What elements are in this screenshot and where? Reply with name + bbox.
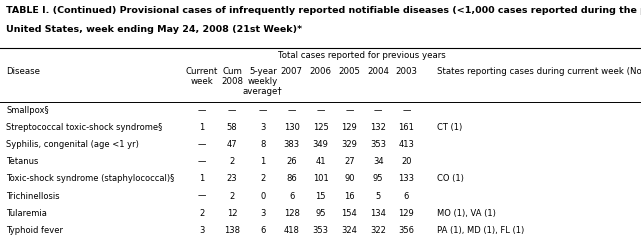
Text: 26: 26: [287, 157, 297, 166]
Text: 101: 101: [313, 174, 328, 183]
Text: —: —: [316, 106, 325, 115]
Text: 90: 90: [344, 174, 354, 183]
Text: 6: 6: [404, 192, 409, 201]
Text: 161: 161: [399, 123, 414, 132]
Text: 3: 3: [199, 226, 204, 235]
Text: —: —: [287, 106, 296, 115]
Text: 2005: 2005: [338, 67, 360, 76]
Text: —: —: [402, 106, 411, 115]
Text: Streptococcal toxic-shock syndrome§: Streptococcal toxic-shock syndrome§: [6, 123, 163, 132]
Text: 2: 2: [199, 209, 204, 218]
Text: 154: 154: [342, 209, 357, 218]
Text: 2: 2: [229, 192, 235, 201]
Text: 95: 95: [373, 174, 383, 183]
Text: —: —: [197, 140, 206, 149]
Text: 324: 324: [342, 226, 357, 235]
Text: 418: 418: [284, 226, 299, 235]
Text: Trichinellosis: Trichinellosis: [6, 192, 60, 201]
Text: 47: 47: [227, 140, 237, 149]
Text: Cum
2008: Cum 2008: [221, 67, 243, 86]
Text: 1: 1: [199, 174, 204, 183]
Text: 329: 329: [342, 140, 357, 149]
Text: 353: 353: [313, 226, 328, 235]
Text: —: —: [374, 106, 383, 115]
Text: 128: 128: [284, 209, 299, 218]
Text: 2004: 2004: [367, 67, 389, 76]
Text: 16: 16: [344, 192, 354, 201]
Text: 1: 1: [199, 123, 204, 132]
Text: 129: 129: [342, 123, 357, 132]
Text: 2007: 2007: [281, 67, 303, 76]
Text: Tularemia: Tularemia: [6, 209, 47, 218]
Text: 134: 134: [370, 209, 386, 218]
Text: 133: 133: [399, 174, 414, 183]
Text: 23: 23: [227, 174, 237, 183]
Text: 2003: 2003: [395, 67, 417, 76]
Text: 125: 125: [313, 123, 328, 132]
Text: 322: 322: [370, 226, 386, 235]
Text: 2006: 2006: [310, 67, 331, 76]
Text: 86: 86: [287, 174, 297, 183]
Text: States reporting cases during current week (No.): States reporting cases during current we…: [437, 67, 641, 76]
Text: 2: 2: [229, 157, 235, 166]
Text: 349: 349: [313, 140, 328, 149]
Text: —: —: [228, 106, 237, 115]
Text: Typhoid fever: Typhoid fever: [6, 226, 63, 235]
Text: 2: 2: [260, 174, 265, 183]
Text: 383: 383: [283, 140, 300, 149]
Text: Syphilis, congenital (age <1 yr): Syphilis, congenital (age <1 yr): [6, 140, 139, 149]
Text: —: —: [345, 106, 354, 115]
Text: PA (1), MD (1), FL (1): PA (1), MD (1), FL (1): [437, 226, 524, 235]
Text: Toxic-shock syndrome (staphylococcal)§: Toxic-shock syndrome (staphylococcal)§: [6, 174, 174, 183]
Text: 27: 27: [344, 157, 354, 166]
Text: Total cases reported for previous years: Total cases reported for previous years: [278, 51, 445, 60]
Text: 3: 3: [260, 123, 265, 132]
Text: CT (1): CT (1): [437, 123, 462, 132]
Text: Current
week: Current week: [186, 67, 218, 86]
Text: 0: 0: [260, 192, 265, 201]
Text: 3: 3: [260, 209, 265, 218]
Text: 58: 58: [227, 123, 237, 132]
Text: 138: 138: [224, 226, 240, 235]
Text: Smallpox§: Smallpox§: [6, 106, 49, 115]
Text: —: —: [197, 157, 206, 166]
Text: 34: 34: [373, 157, 383, 166]
Text: Tetanus: Tetanus: [6, 157, 39, 166]
Text: Disease: Disease: [6, 67, 40, 76]
Text: 132: 132: [370, 123, 386, 132]
Text: 130: 130: [284, 123, 299, 132]
Text: CO (1): CO (1): [437, 174, 464, 183]
Text: United States, week ending May 24, 2008 (21st Week)*: United States, week ending May 24, 2008 …: [6, 25, 303, 34]
Text: 129: 129: [399, 209, 414, 218]
Text: 6: 6: [289, 192, 294, 201]
Text: 356: 356: [399, 226, 414, 235]
Text: 41: 41: [315, 157, 326, 166]
Text: —: —: [197, 192, 206, 201]
Text: 20: 20: [401, 157, 412, 166]
Text: 12: 12: [227, 209, 237, 218]
Text: MO (1), VA (1): MO (1), VA (1): [437, 209, 496, 218]
Text: —: —: [258, 106, 267, 115]
Text: TABLE I. (Continued) Provisional cases of infrequently reported notifiable disea: TABLE I. (Continued) Provisional cases o…: [6, 6, 641, 15]
Text: 5-year
weekly
average†: 5-year weekly average†: [243, 67, 283, 96]
Text: 95: 95: [315, 209, 326, 218]
Text: 1: 1: [260, 157, 265, 166]
Text: 15: 15: [315, 192, 326, 201]
Text: 413: 413: [399, 140, 414, 149]
Text: —: —: [197, 106, 206, 115]
Text: 353: 353: [370, 140, 386, 149]
Text: 5: 5: [376, 192, 381, 201]
Text: 6: 6: [260, 226, 265, 235]
Text: 8: 8: [260, 140, 265, 149]
